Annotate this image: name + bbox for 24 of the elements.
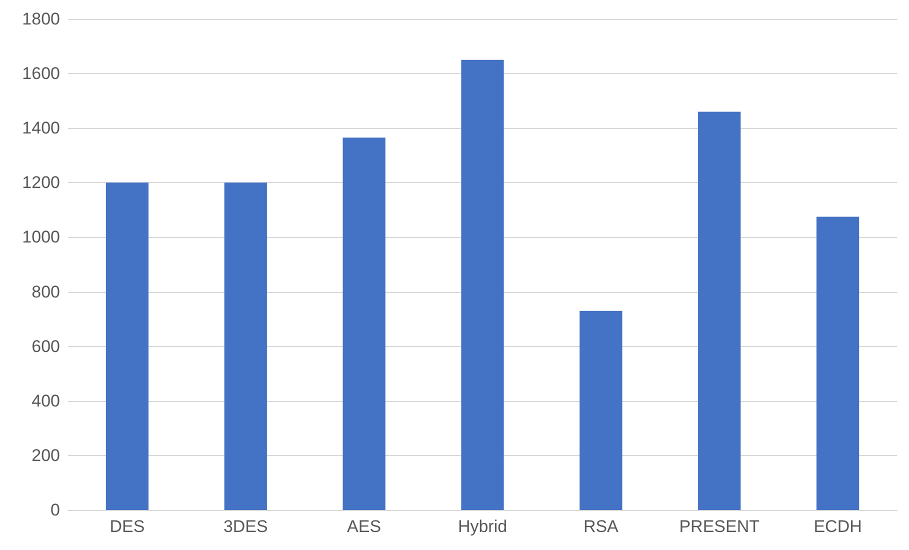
y-tick-label: 0 (50, 500, 60, 520)
y-tick-label: 1800 (22, 10, 60, 28)
bar (816, 216, 860, 510)
y-tick-label: 600 (32, 336, 60, 356)
y-tick-label: 1600 (22, 64, 60, 84)
bar (106, 182, 149, 510)
y-tick-label: 1200 (22, 173, 60, 192)
y-tick-label: 200 (32, 446, 60, 465)
x-tick-label: RSA (583, 517, 620, 536)
bar (224, 182, 267, 510)
bar (580, 310, 622, 510)
x-tick-label: DES (110, 517, 145, 536)
x-tick-label: 3DES (223, 517, 268, 536)
bar (342, 138, 386, 510)
y-tick-label: 1000 (22, 228, 60, 247)
x-tick-label: PRESENT (679, 517, 760, 536)
y-tick-label: 800 (32, 282, 60, 302)
y-tick-label: 1400 (22, 118, 60, 138)
x-tick-label: AES (347, 517, 382, 536)
bar (461, 60, 504, 510)
x-tick-label: ECDH (814, 517, 862, 536)
bar (698, 112, 741, 510)
y-tick-label: 400 (32, 391, 60, 410)
x-tick-label: Hybrid (458, 517, 508, 536)
